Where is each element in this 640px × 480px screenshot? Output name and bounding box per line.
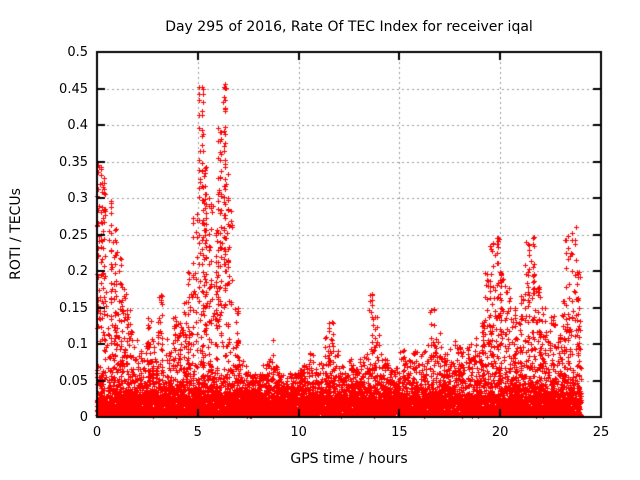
y-tick-label: 0.35 (59, 154, 88, 170)
y-tick-label: 0.1 (67, 337, 88, 352)
y-tick-label: 0.5 (67, 45, 88, 60)
x-tick-label: 25 (592, 425, 610, 440)
x-tick-label: 5 (193, 425, 202, 440)
chart-title: Day 295 of 2016, Rate Of TEC Index for r… (165, 19, 533, 35)
y-tick-label: 0 (79, 410, 88, 425)
y-tick-label: 0.45 (59, 81, 88, 97)
x-tick-label: 0 (92, 425, 102, 440)
x-tick-label: 15 (391, 425, 408, 440)
y-tick-label: 0.25 (59, 227, 88, 243)
x-tick-label: 10 (290, 425, 307, 440)
y-tick-label: 0.2 (67, 264, 88, 279)
y-tick-label: 0.4 (67, 118, 88, 133)
y-tick-label: 0.15 (59, 300, 88, 316)
x-tick-label: 20 (491, 425, 509, 440)
y-tick-label: 0.05 (59, 373, 88, 389)
x-axis-label: GPS time / hours (290, 451, 408, 467)
y-axis-label: ROTI / TECUs (8, 188, 24, 280)
y-tick-label: 0.3 (67, 191, 88, 206)
